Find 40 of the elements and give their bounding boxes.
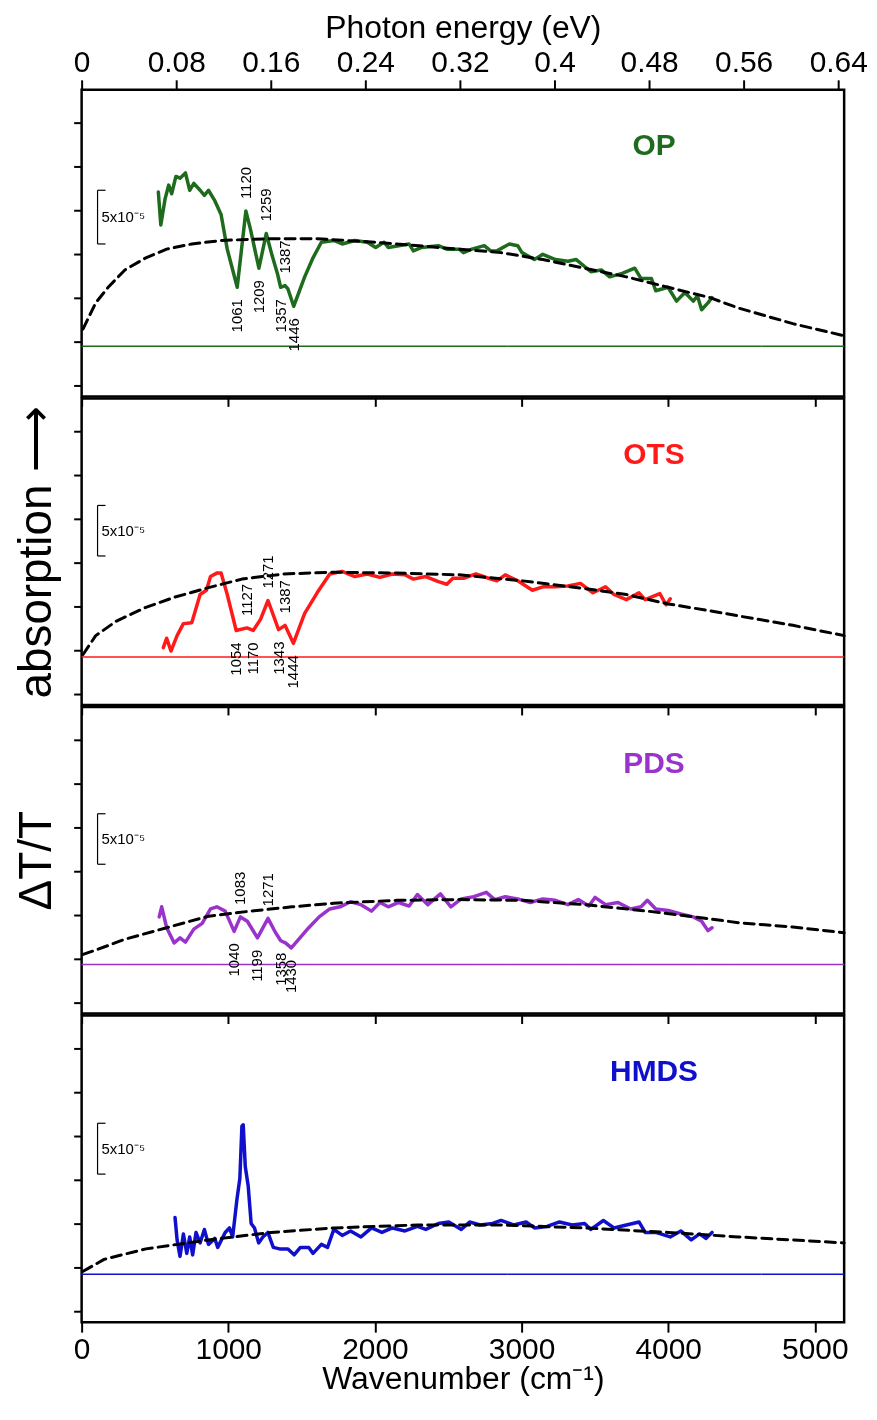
annotation: 5x10⁻⁵ xyxy=(101,208,146,226)
text: OP xyxy=(632,128,676,162)
annotation: 1387 xyxy=(275,240,293,274)
annotation: 1209 xyxy=(249,280,267,314)
x2-tick-label: 0.32 xyxy=(431,45,490,79)
annotation: 1357 xyxy=(271,299,289,333)
annotation: 5x10⁻⁵ xyxy=(101,1139,146,1157)
x-tick-label: 1000 xyxy=(195,1331,262,1365)
text: HMDS xyxy=(610,1054,698,1088)
x2-tick-label: 0.64 xyxy=(809,45,868,79)
annotation: 1120 xyxy=(236,167,254,200)
annotation: 1444 xyxy=(284,655,302,689)
x-tick-label: 5000 xyxy=(782,1331,849,1365)
x2-tick-label: 0.16 xyxy=(242,45,301,79)
x2-tick-label: 0.08 xyxy=(147,45,206,79)
annotation: 1387 xyxy=(275,580,293,614)
x-tick-label: 0 xyxy=(73,1331,91,1365)
text: 5x10⁻⁵ xyxy=(101,521,146,539)
text: OTS xyxy=(623,437,685,471)
annotation: 1343 xyxy=(269,641,287,675)
annotation: 1083 xyxy=(231,871,249,905)
x2-tick-label: 0.4 xyxy=(534,45,576,79)
x2-tick-label: 0.48 xyxy=(620,45,679,79)
text: 5x10⁻⁵ xyxy=(101,829,146,847)
x2-tick-label: 0 xyxy=(73,45,91,79)
annotation: 1271 xyxy=(258,873,276,907)
annotation: 1199 xyxy=(248,949,266,982)
annotation: 1040 xyxy=(225,943,243,977)
annotation: 1054 xyxy=(227,642,245,676)
annotation: 1259 xyxy=(257,188,275,222)
x2-axis-title: Photon energy (eV) xyxy=(325,8,602,45)
x2-tick-label: 0.56 xyxy=(715,45,774,79)
y-axis-title: absorption ⟶ xyxy=(10,405,62,699)
y-axis-title: ΔT/T xyxy=(10,811,62,911)
annotation: 1127 xyxy=(237,583,255,616)
annotation: 1061 xyxy=(228,299,246,333)
annotation: 1170 xyxy=(244,642,262,675)
text: PDS xyxy=(623,745,685,779)
x2-tick-label: 0.24 xyxy=(336,45,395,79)
x-tick-label: 4000 xyxy=(635,1331,702,1365)
